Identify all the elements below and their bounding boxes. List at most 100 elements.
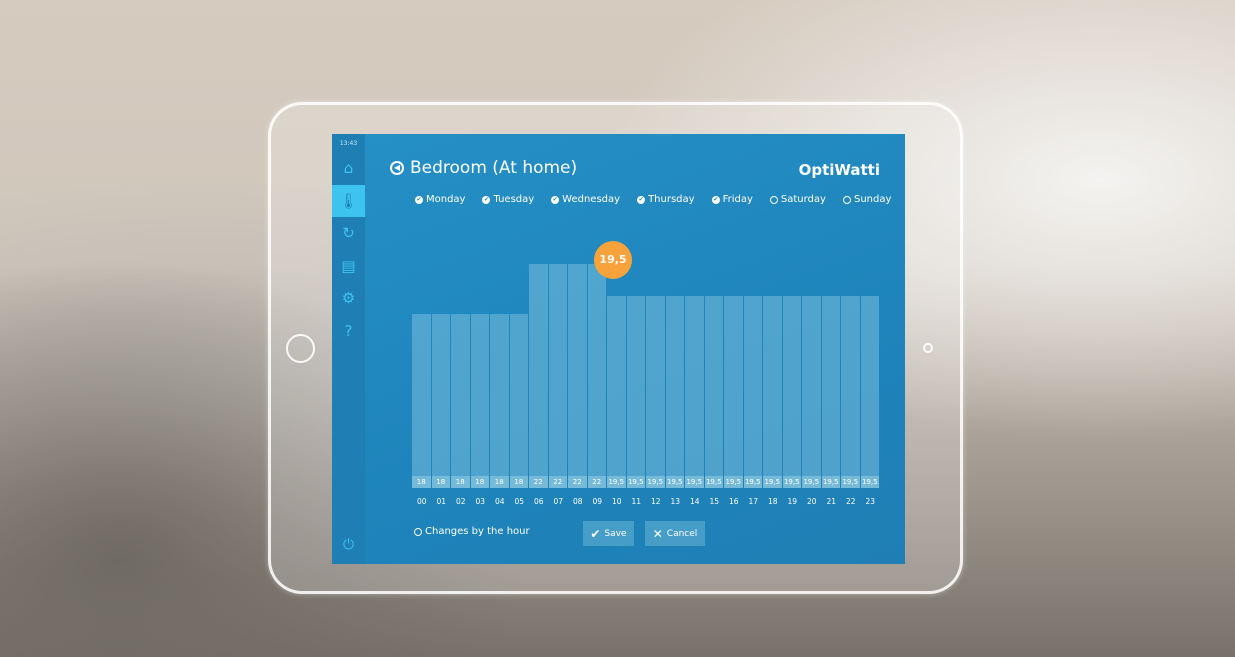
hour-label: 02 [455,497,466,506]
day-label: Sunday [853,194,892,205]
checked-icon: ✔ [637,195,646,204]
hour-label: 01 [436,497,447,506]
bar-04[interactable] [490,314,509,488]
save-button[interactable]: ✔ Save [583,521,634,546]
bar-value-label: 18 [490,476,509,488]
device-icon[interactable]: ▤ [341,256,356,275]
bar-value-label: 18 [509,476,528,488]
back-icon[interactable]: ◀ [390,161,404,175]
hour-label: 13 [670,497,681,506]
page-title-text: Bedroom (At home) [410,158,578,178]
bar-value-label: 18 [412,476,431,488]
energy-icon[interactable]: ↻ [342,224,355,242]
bar-value-label: 18 [431,476,450,488]
hour-label: 05 [514,497,525,506]
unchecked-icon [842,195,851,204]
bar-value-label: 19,5 [763,476,782,488]
hour-label: 03 [475,497,486,506]
bar-16[interactable] [724,295,743,488]
cancel-label: Cancel [666,528,698,539]
bar-value-label: 19,5 [665,476,684,488]
bar-21[interactable] [821,295,840,488]
bar-value-label: 19,5 [743,476,762,488]
check-icon: ✔ [590,526,601,541]
hour-label: 15 [709,497,720,506]
hour-label: 09 [592,497,603,506]
bar-01[interactable] [431,314,450,488]
hour-label: 18 [767,497,778,506]
app-screen: 13:43 ⌂ 🌡 ↻ ▤ ⚙? ⏻ ◀ Bedroom (At home) OptiW… [332,134,905,564]
bar-value-label: 18 [470,476,489,488]
bar-06[interactable] [529,264,548,488]
bar-20[interactable] [802,295,821,488]
bar-value-label: 22 [568,476,587,488]
hour-label: 00 [416,497,427,506]
tablet-camera [923,343,933,353]
bar-value-label: 19,5 [607,476,626,488]
bar-value-label: 19,5 [821,476,840,488]
bar-10[interactable] [607,295,626,488]
help-icon[interactable]: ? [344,321,353,340]
bar-09[interactable] [587,264,606,488]
bar-14[interactable] [685,295,704,488]
selected-value-bubble[interactable]: 19,5 [594,240,632,279]
day-label: Wednesday [562,194,621,205]
day-monday[interactable]: ✔ Monday [415,194,465,205]
bar-value-label: 22 [529,476,548,488]
bar-12[interactable] [646,295,665,488]
bar-03[interactable] [470,314,489,488]
day-sunday[interactable]: Sunday [842,194,892,205]
radio-icon [414,527,422,536]
checked-icon: ✔ [482,195,491,204]
unchecked-icon [769,195,778,204]
hour-label: 04 [494,497,505,506]
bar-00[interactable] [412,314,431,488]
save-label: Save [604,528,627,539]
bar-02[interactable] [451,314,470,488]
day-selector: ✔ Monday ✔ Tuesday ✔ Wednesday ✔ Thursday ✔ Frida… [415,194,905,205]
bar-15[interactable] [704,295,723,488]
power-icon[interactable]: ⏻ [342,537,355,553]
day-label: Monday [426,194,466,205]
bar-value-label: 19,5 [646,476,665,488]
bar-17[interactable] [743,295,762,488]
bar-23[interactable] [860,295,879,488]
bar-value-label: 19,5 [685,476,704,488]
day-label: Friday [722,194,753,205]
hour-label: 21 [826,497,837,506]
day-tuesday[interactable]: ✔ Tuesday [482,194,534,205]
bar-value-label: 19,5 [860,476,879,488]
bar-11[interactable] [626,295,645,488]
gear-icon[interactable]: ⚙ [341,289,356,307]
changes-by-hour-option[interactable]: Changes by the hour [414,526,530,537]
day-thursday[interactable]: ✔ Thursday [637,194,695,205]
day-label: Saturday [780,194,826,205]
checked-icon: ✔ [551,195,560,204]
schedule-chart: 18 00 18 01 18 02 18 03 18 04 18 05 22 06 22 07 22 08 22 09… [412,224,880,514]
checked-icon: ✔ [415,195,423,204]
hour-label: 07 [553,497,564,506]
day-label: Tuesday [493,194,535,205]
bar-18[interactable] [763,295,782,488]
day-saturday[interactable]: Saturday [769,194,826,205]
bar-value-label: 19,5 [704,476,723,488]
hour-label: 12 [650,497,661,506]
home-icon[interactable]: ⌂ [343,159,354,177]
bar-value-label: 22 [587,476,606,488]
bar-19[interactable] [782,295,801,488]
bar-22[interactable] [841,295,860,488]
bar-value-label: 19,5 [802,476,821,488]
day-friday[interactable]: ✔ Friday [711,194,753,205]
bar-05[interactable] [509,314,528,488]
hour-label: 11 [631,497,642,506]
bar-08[interactable] [568,264,587,488]
day-wednesday[interactable]: ✔ Wednesday [551,194,620,205]
tablet-home-button[interactable] [286,334,315,363]
hour-label: 06 [533,497,544,506]
thermometer-icon[interactable]: 🌡 [332,184,365,217]
bar-value-label: 19,5 [724,476,743,488]
bar-13[interactable] [665,295,684,488]
cancel-button[interactable]: ✕ Cancel [645,521,705,546]
brand-logo: OptiWatti [798,161,880,179]
bar-07[interactable] [548,264,567,488]
